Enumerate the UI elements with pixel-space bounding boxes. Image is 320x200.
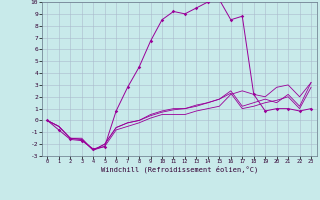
X-axis label: Windchill (Refroidissement éolien,°C): Windchill (Refroidissement éolien,°C) xyxy=(100,166,258,173)
